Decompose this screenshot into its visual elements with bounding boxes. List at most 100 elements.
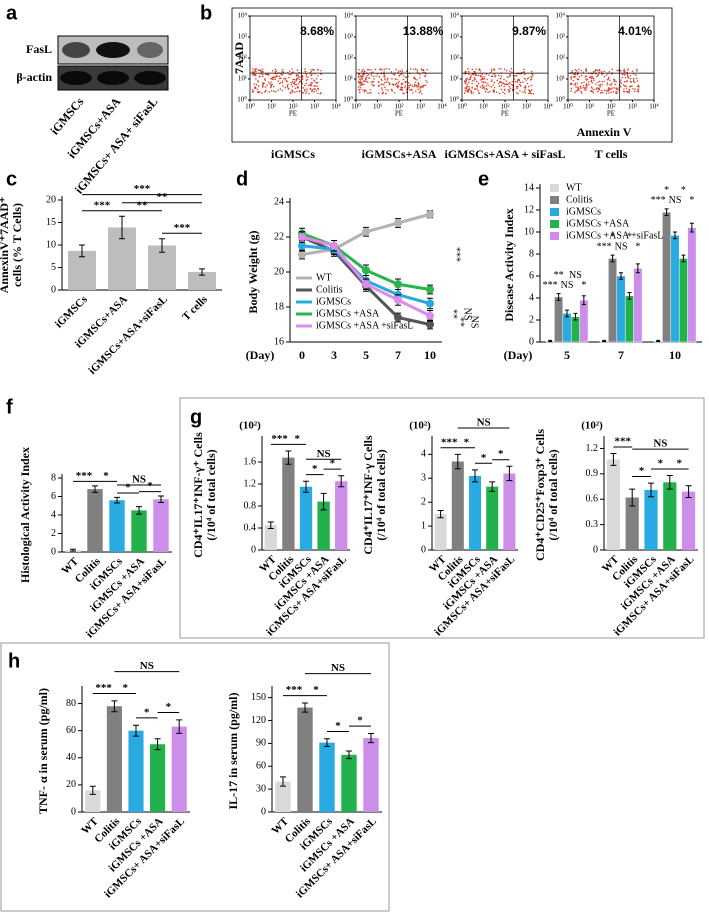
y-tick-label: 22 xyxy=(274,231,284,242)
y-tick-label: 20 xyxy=(274,266,284,277)
bar xyxy=(616,275,626,343)
error-bar xyxy=(89,785,96,795)
y-tick-label: 6 xyxy=(529,270,534,281)
significance-label: *** xyxy=(441,436,458,448)
error-bar xyxy=(133,724,139,737)
x-axis-label: (Day) xyxy=(246,348,275,362)
error-bar xyxy=(664,208,669,216)
significance-label: NS xyxy=(317,448,331,460)
x-tick-label: 10² xyxy=(606,103,615,111)
y-tick-label: 10⁰ xyxy=(555,96,565,104)
lane-label: iGMSCs xyxy=(47,94,86,137)
blot-band xyxy=(97,71,129,85)
error-bar xyxy=(159,238,165,253)
y-tick-label: 4 xyxy=(51,509,56,520)
scale-note: (10²) xyxy=(581,420,603,432)
y-axis-label: 7AAD xyxy=(232,42,246,74)
y-tick-label: 10² xyxy=(450,54,459,62)
x-tick-label: iGMSCs xyxy=(53,293,91,331)
quadrant-percent: 9.87% xyxy=(512,24,546,38)
panel-label: f xyxy=(6,396,13,418)
legend-label: WT xyxy=(566,182,582,193)
series-point xyxy=(394,313,402,322)
flow-frame xyxy=(231,7,673,143)
bar xyxy=(363,738,379,812)
significance-label: NS xyxy=(561,280,574,291)
bar xyxy=(319,742,335,812)
y-axis-label: CD4⁺CD25⁺Foxp3⁺ Cells xyxy=(533,429,547,561)
bar xyxy=(451,461,464,550)
series-point xyxy=(426,320,434,329)
error-bar xyxy=(689,222,694,233)
channel-label: PE xyxy=(395,110,403,118)
significance-label: *** xyxy=(134,183,151,195)
blot-band xyxy=(60,71,92,85)
y-tick-label: 12 xyxy=(524,204,534,215)
significance-label: * xyxy=(676,457,682,469)
bar xyxy=(434,514,447,550)
x-tick-label: 10⁰ xyxy=(563,103,573,111)
bar xyxy=(678,258,688,343)
y-tick-label: 0.8 xyxy=(244,500,257,511)
y-tick-label: 1 xyxy=(421,520,426,531)
error-bar xyxy=(681,254,686,263)
significance-label: ** xyxy=(448,309,459,319)
event-dots xyxy=(464,68,535,95)
bar xyxy=(153,499,169,552)
y-tick-label: 10³ xyxy=(450,33,459,41)
y-tick-label: 40 xyxy=(66,752,76,763)
y-tick-label: 4 xyxy=(529,292,534,303)
y-axis-label: AnnexinV⁺7AAD⁺ xyxy=(0,197,11,294)
bar xyxy=(150,744,166,812)
error-bar xyxy=(119,215,125,240)
series-point xyxy=(298,241,306,250)
y-axis-label: TNF- α in serum (pg/ml) xyxy=(36,688,50,814)
legend-label: Colitis xyxy=(316,284,343,295)
significance-label: * xyxy=(122,682,128,694)
x-tick-label: 10¹ xyxy=(373,103,382,111)
significance-label: NS xyxy=(140,660,154,672)
error-bar xyxy=(454,453,461,470)
error-bar xyxy=(610,254,615,263)
series-point xyxy=(394,296,402,304)
panel-g-frame xyxy=(179,397,705,639)
error-bar xyxy=(302,702,308,713)
significance-label: NS xyxy=(477,416,491,428)
significance-label: * xyxy=(610,231,615,242)
bar xyxy=(682,491,696,550)
significance-label: * xyxy=(357,715,363,727)
panel-label: d xyxy=(236,168,248,190)
error-bar xyxy=(70,548,76,552)
x-tick-label: 3 xyxy=(331,348,337,362)
channel-label: PE xyxy=(607,110,615,118)
significance-label: ** xyxy=(455,317,466,327)
y-tick-label: 10⁰ xyxy=(237,96,247,104)
y-tick-label: 2 xyxy=(51,528,56,539)
significance-label: NS xyxy=(615,241,628,252)
x-tick-label: 10² xyxy=(288,103,297,111)
bar xyxy=(106,706,122,812)
y-tick-label: 10⁰ xyxy=(449,96,459,104)
legend-label: WT xyxy=(316,272,332,283)
quadrant-percent: 4.01% xyxy=(618,24,652,38)
panel-label: h xyxy=(8,650,20,672)
series-point xyxy=(426,285,434,294)
series-point xyxy=(362,227,370,236)
significance-label: * xyxy=(498,448,504,460)
bar xyxy=(687,227,697,343)
error-bar xyxy=(176,719,183,734)
x-tick-label: 10¹ xyxy=(479,103,488,111)
y-tick-label: 10³ xyxy=(344,33,353,41)
y-tick-label: 0.4 xyxy=(244,522,257,533)
y-tick-label: 15 xyxy=(46,217,56,228)
y-tick-label: 10¹ xyxy=(344,75,353,83)
legend-label: iGMSCs xyxy=(566,206,601,217)
y-tick-label: 10² xyxy=(238,54,247,62)
bar xyxy=(554,296,564,343)
y-tick-label: 10⁴ xyxy=(238,12,248,20)
panel-label: e xyxy=(478,168,489,190)
significance-label: NS xyxy=(132,473,146,485)
y-axis-label: cells (% T Cells) xyxy=(10,203,24,287)
y-tick-label: 10² xyxy=(344,54,353,62)
significance-label: NS xyxy=(669,195,682,206)
